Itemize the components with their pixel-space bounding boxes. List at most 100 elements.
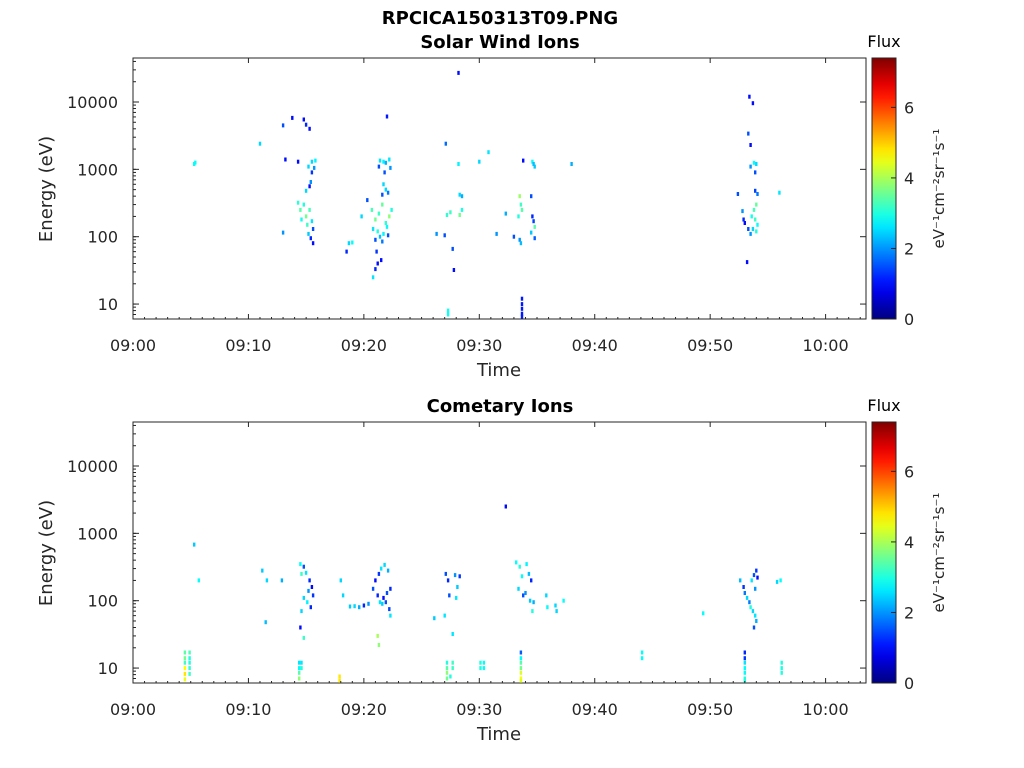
heatmap-cell — [299, 207, 302, 212]
heatmap-cell — [736, 192, 740, 196]
heatmap-cell — [302, 202, 305, 207]
heatmap-cell — [300, 217, 303, 222]
heatmap-cell — [755, 202, 758, 207]
heatmap-cell — [780, 660, 783, 665]
heatmap-cell — [183, 660, 187, 665]
heatmap-cell — [451, 660, 454, 665]
heatmap-cell — [308, 207, 311, 212]
heatmap-cell — [381, 192, 384, 197]
heatmap-cell — [309, 605, 312, 610]
heatmap-cell — [479, 666, 482, 671]
heatmap-cell — [374, 217, 377, 222]
heatmap-cell — [741, 209, 744, 214]
heatmap-cell — [376, 633, 379, 638]
heatmap-cell — [370, 207, 374, 212]
heatmap-cell — [188, 671, 191, 676]
heatmap-cell — [296, 159, 300, 164]
heatmap-cell — [640, 656, 644, 661]
heatmap-cell — [385, 224, 389, 229]
heatmap-cell — [291, 115, 294, 120]
heatmap-cell — [380, 258, 383, 263]
heatmap-cell — [457, 162, 460, 166]
x-tick-label: 09:30 — [456, 336, 502, 355]
heatmap-cell — [384, 600, 387, 605]
heatmap-cell — [444, 571, 447, 576]
y-tick-label: 1000 — [77, 160, 118, 179]
heatmap-cell — [345, 249, 348, 254]
heatmap-cell — [310, 585, 314, 589]
y-tick-label: 10 — [98, 659, 118, 678]
heatmap-cell — [749, 164, 752, 169]
heatmap-cell — [739, 578, 742, 583]
heatmap-cell — [519, 670, 523, 675]
heatmap-cell — [756, 575, 759, 580]
colorbar — [871, 421, 897, 684]
heatmap-cell — [310, 219, 314, 224]
heatmap-cell — [371, 227, 375, 231]
heatmap-cell — [446, 578, 450, 583]
heatmap-cell — [261, 568, 264, 573]
colorbar-title: Flux — [867, 396, 900, 415]
heatmap-cell — [479, 660, 482, 665]
heatmap-cell — [520, 306, 524, 311]
x-tick-label: 09:40 — [572, 700, 618, 719]
heatmap-cell — [531, 214, 534, 219]
heatmap-cell — [389, 586, 392, 591]
heatmap-cell — [300, 666, 303, 671]
heatmap-cell — [533, 236, 536, 241]
heatmap-cell — [298, 666, 301, 671]
heatmap-cell — [742, 585, 745, 589]
heatmap-cell — [745, 595, 749, 600]
heatmap-cell — [742, 217, 745, 222]
heatmap-cell — [341, 593, 345, 598]
heatmap-cell — [389, 165, 392, 170]
y-tick-label: 100 — [87, 228, 118, 247]
heatmap-cell — [743, 221, 746, 225]
heatmap-cell — [451, 666, 454, 671]
heatmap-cell — [384, 160, 387, 165]
heatmap-cell — [487, 150, 490, 155]
heatmap-cell — [522, 593, 525, 598]
heatmap-cell — [385, 114, 389, 119]
colorbar-tick-label: 4 — [904, 533, 914, 552]
y-tick-label: 10000 — [67, 93, 118, 112]
heatmap-cell — [310, 170, 314, 175]
heatmap-cell — [482, 666, 486, 671]
heatmap-cell — [555, 609, 558, 614]
heatmap-cell — [377, 164, 381, 169]
heatmap-cell — [743, 591, 746, 595]
heatmap-cell — [504, 211, 507, 216]
heatmap-cell — [382, 595, 385, 600]
heatmap-cell — [756, 192, 759, 196]
x-axis-label: Time — [476, 724, 521, 745]
heatmap-cell — [376, 261, 379, 266]
heatmap-cell — [385, 591, 389, 595]
heatmap-cell — [376, 229, 379, 234]
heatmap-cell — [304, 188, 308, 193]
heatmap-cell — [743, 670, 746, 675]
heatmap-cell — [302, 595, 305, 600]
heatmap-cell — [533, 164, 536, 169]
heatmap-cell — [299, 625, 302, 630]
heatmap-cell — [747, 227, 750, 231]
heatmap-cell — [449, 674, 452, 679]
heatmap-cell — [298, 670, 301, 675]
x-tick-label: 09:20 — [341, 336, 387, 355]
heatmap-cell — [517, 586, 520, 591]
heatmap-cell — [528, 598, 532, 603]
heatmap-cell — [478, 159, 481, 164]
heatmap-cell — [299, 562, 302, 567]
heatmap-cell — [258, 141, 262, 146]
heatmap-cell — [281, 230, 285, 235]
heatmap-cell — [306, 600, 309, 605]
heatmap-cell — [302, 635, 305, 640]
heatmap-cell — [640, 650, 644, 655]
heatmap-cell — [183, 671, 187, 676]
heatmap-cell — [517, 214, 520, 219]
heatmap-cell — [386, 190, 390, 195]
heatmap-cell — [750, 214, 753, 219]
heatmap-cell — [446, 312, 450, 317]
heatmap-cell — [445, 660, 449, 665]
heatmap-cell — [780, 670, 783, 675]
heatmap-cell — [300, 660, 303, 665]
